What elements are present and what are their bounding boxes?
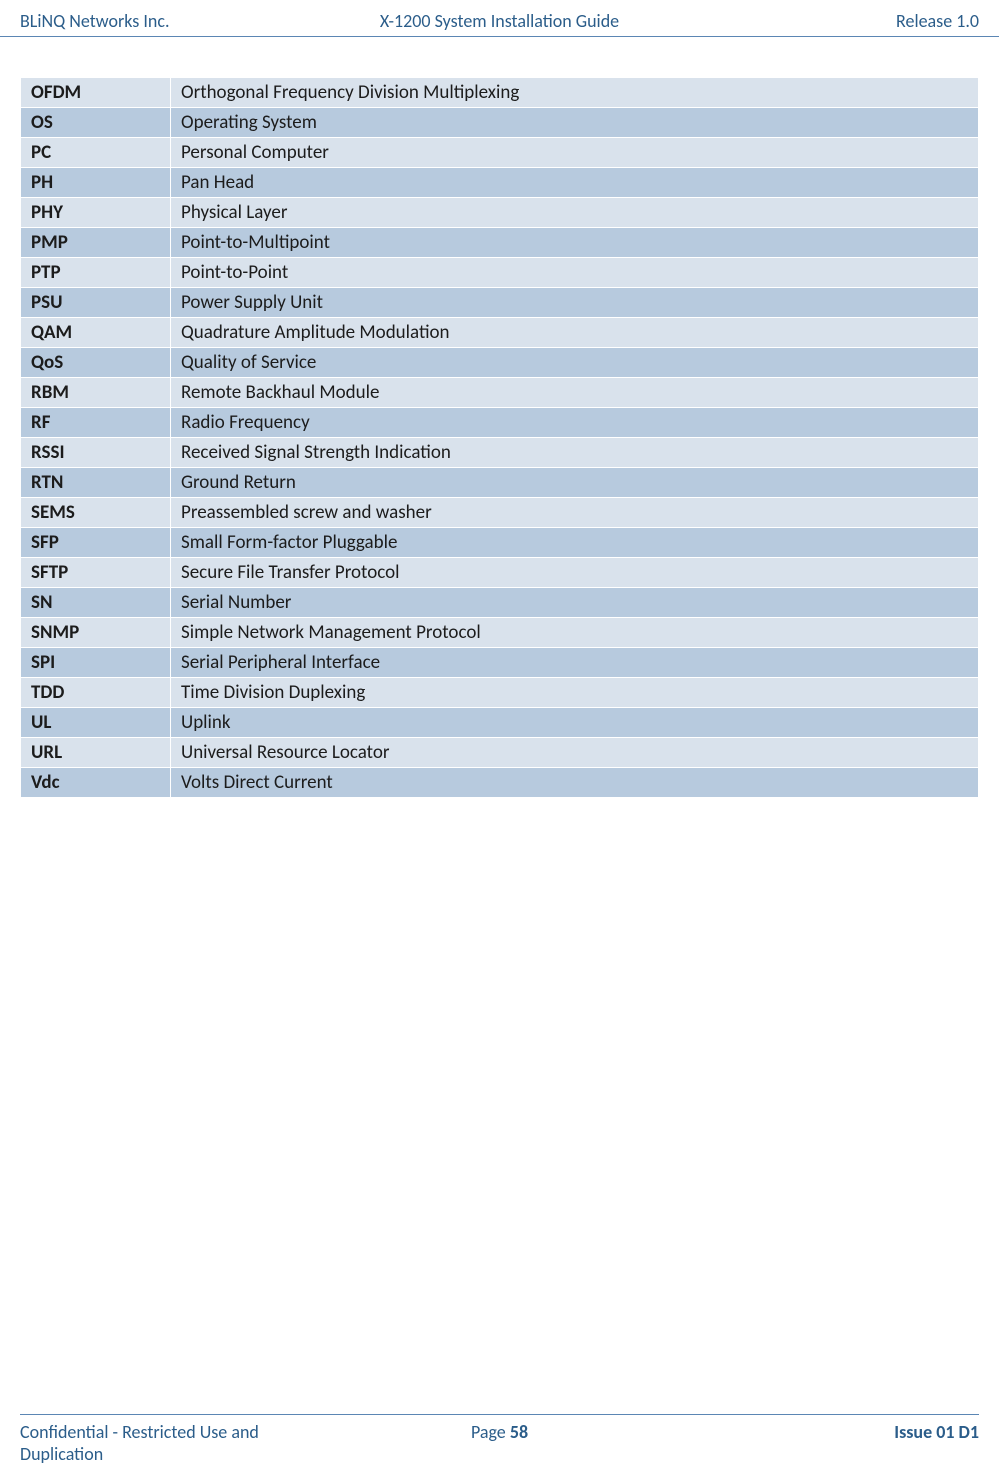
footer-page-prefix: Page bbox=[471, 1421, 510, 1443]
acronym-term: SFTP bbox=[21, 558, 171, 588]
table-row: OSOperating System bbox=[21, 108, 979, 138]
page-content: OFDMOrthogonal Frequency Division Multip… bbox=[0, 37, 999, 798]
acronym-definition: Preassembled screw and washer bbox=[171, 498, 979, 528]
acronym-definition: Remote Backhaul Module bbox=[171, 378, 979, 408]
acronym-term: PSU bbox=[21, 288, 171, 318]
table-row: SPISerial Peripheral Interface bbox=[21, 648, 979, 678]
acronym-definition: Quality of Service bbox=[171, 348, 979, 378]
acronym-definition: Small Form-factor Pluggable bbox=[171, 528, 979, 558]
acronym-term: PH bbox=[21, 168, 171, 198]
acronym-table-body: OFDMOrthogonal Frequency Division Multip… bbox=[21, 78, 979, 798]
table-row: PHYPhysical Layer bbox=[21, 198, 979, 228]
acronym-term: QAM bbox=[21, 318, 171, 348]
acronym-definition: Operating System bbox=[171, 108, 979, 138]
table-row: RBMRemote Backhaul Module bbox=[21, 378, 979, 408]
footer-confidential: Confidential - Restricted Use and Duplic… bbox=[20, 1421, 340, 1465]
acronym-term: PTP bbox=[21, 258, 171, 288]
acronym-definition: Time Division Duplexing bbox=[171, 678, 979, 708]
acronym-term: PMP bbox=[21, 228, 171, 258]
acronym-definition: Uplink bbox=[171, 708, 979, 738]
acronym-definition: Simple Network Management Protocol bbox=[171, 618, 979, 648]
table-row: RFRadio Frequency bbox=[21, 408, 979, 438]
table-row: ULUplink bbox=[21, 708, 979, 738]
table-row: RTNGround Return bbox=[21, 468, 979, 498]
acronym-definition: Point-to-Point bbox=[171, 258, 979, 288]
table-row: SNMPSimple Network Management Protocol bbox=[21, 618, 979, 648]
acronym-definition: Universal Resource Locator bbox=[171, 738, 979, 768]
acronym-definition: Personal Computer bbox=[171, 138, 979, 168]
table-row: SNSerial Number bbox=[21, 588, 979, 618]
acronym-term: TDD bbox=[21, 678, 171, 708]
acronym-definition: Orthogonal Frequency Division Multiplexi… bbox=[171, 78, 979, 108]
acronym-term: RF bbox=[21, 408, 171, 438]
acronym-definition: Pan Head bbox=[171, 168, 979, 198]
table-row: SFTPSecure File Transfer Protocol bbox=[21, 558, 979, 588]
table-row: RSSIReceived Signal Strength Indication bbox=[21, 438, 979, 468]
acronym-definition: Power Supply Unit bbox=[171, 288, 979, 318]
table-row: URLUniversal Resource Locator bbox=[21, 738, 979, 768]
acronym-term: QoS bbox=[21, 348, 171, 378]
acronym-definition: Ground Return bbox=[171, 468, 979, 498]
acronym-table: OFDMOrthogonal Frequency Division Multip… bbox=[20, 77, 979, 798]
acronym-term: Vdc bbox=[21, 768, 171, 798]
acronym-definition: Secure File Transfer Protocol bbox=[171, 558, 979, 588]
table-row: TDDTime Division Duplexing bbox=[21, 678, 979, 708]
footer-issue: Issue 01 D1 bbox=[659, 1421, 979, 1465]
table-row: PHPan Head bbox=[21, 168, 979, 198]
table-row: SFPSmall Form-factor Pluggable bbox=[21, 528, 979, 558]
table-row: QoSQuality of Service bbox=[21, 348, 979, 378]
header-title: X-1200 System Installation Guide bbox=[340, 10, 660, 32]
acronym-definition: Quadrature Amplitude Modulation bbox=[171, 318, 979, 348]
header-release: Release 1.0 bbox=[659, 10, 979, 32]
acronym-term: SNMP bbox=[21, 618, 171, 648]
acronym-term: SEMS bbox=[21, 498, 171, 528]
acronym-term: SN bbox=[21, 588, 171, 618]
acronym-definition: Volts Direct Current bbox=[171, 768, 979, 798]
acronym-term: SPI bbox=[21, 648, 171, 678]
acronym-definition: Point-to-Multipoint bbox=[171, 228, 979, 258]
acronym-term: RBM bbox=[21, 378, 171, 408]
page-footer: Confidential - Restricted Use and Duplic… bbox=[20, 1414, 979, 1465]
acronym-definition: Physical Layer bbox=[171, 198, 979, 228]
acronym-term: OFDM bbox=[21, 78, 171, 108]
table-row: PMPPoint-to-Multipoint bbox=[21, 228, 979, 258]
page-header: BLiNQ Networks Inc. X-1200 System Instal… bbox=[0, 0, 999, 37]
footer-page: Page 58 bbox=[340, 1421, 660, 1465]
acronym-term: URL bbox=[21, 738, 171, 768]
acronym-definition: Received Signal Strength Indication bbox=[171, 438, 979, 468]
table-row: SEMSPreassembled screw and washer bbox=[21, 498, 979, 528]
table-row: PSUPower Supply Unit bbox=[21, 288, 979, 318]
acronym-term: RTN bbox=[21, 468, 171, 498]
acronym-definition: Serial Peripheral Interface bbox=[171, 648, 979, 678]
acronym-term: RSSI bbox=[21, 438, 171, 468]
acronym-term: OS bbox=[21, 108, 171, 138]
acronym-term: PHY bbox=[21, 198, 171, 228]
acronym-term: SFP bbox=[21, 528, 171, 558]
footer-page-number: 58 bbox=[510, 1421, 528, 1443]
acronym-definition: Serial Number bbox=[171, 588, 979, 618]
table-row: PCPersonal Computer bbox=[21, 138, 979, 168]
table-row: OFDMOrthogonal Frequency Division Multip… bbox=[21, 78, 979, 108]
acronym-term: PC bbox=[21, 138, 171, 168]
table-row: QAMQuadrature Amplitude Modulation bbox=[21, 318, 979, 348]
table-row: VdcVolts Direct Current bbox=[21, 768, 979, 798]
acronym-definition: Radio Frequency bbox=[171, 408, 979, 438]
acronym-term: UL bbox=[21, 708, 171, 738]
header-company: BLiNQ Networks Inc. bbox=[20, 10, 340, 32]
table-row: PTPPoint-to-Point bbox=[21, 258, 979, 288]
